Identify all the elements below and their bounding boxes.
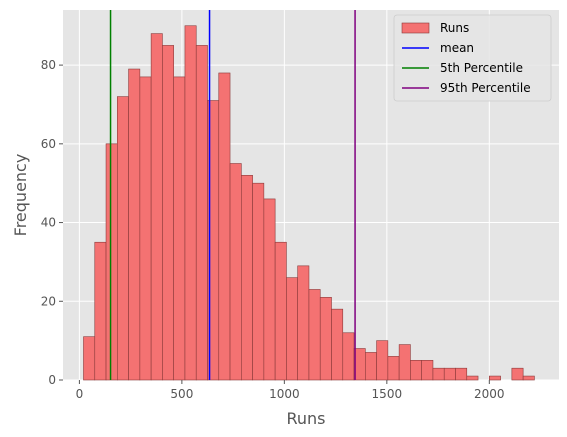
y-tick-label: 80 (41, 58, 56, 72)
histogram-bar (365, 352, 377, 381)
legend-swatch (401, 22, 430, 34)
histogram-bar (117, 96, 129, 381)
histogram-bar (229, 163, 242, 381)
histogram-bar (319, 297, 332, 381)
histogram-bar (421, 360, 434, 381)
histogram-bar (443, 367, 456, 381)
histogram-bar (128, 68, 141, 381)
legend-label: 95th Percentile (440, 81, 531, 95)
histogram-bar (511, 367, 524, 381)
histogram-bar (398, 344, 411, 381)
histogram-bar (94, 241, 107, 381)
histogram-bar (184, 25, 197, 381)
histogram-bar (241, 175, 253, 381)
histogram-bar (218, 72, 231, 381)
histogram-bars (83, 25, 535, 381)
histogram-bar (263, 198, 276, 381)
y-tick-label: 40 (41, 216, 56, 230)
x-tick-label: 2000 (474, 387, 505, 401)
legend-label: 5th Percentile (440, 61, 523, 75)
histogram-bar (466, 375, 479, 381)
histogram-bar (105, 143, 118, 381)
y-tick-label: 60 (41, 137, 56, 151)
legend: Runs mean 5th Percentile 95th Percentile (393, 14, 552, 102)
x-tick-label: 500 (170, 387, 193, 401)
histogram-bar (331, 308, 344, 381)
x-tick-label: 0 (76, 387, 84, 401)
histogram-bar (387, 356, 400, 381)
x-axis-title: Runs (286, 409, 325, 428)
histogram-bar (139, 76, 152, 381)
y-tick-label: 20 (41, 294, 56, 308)
histogram-bar (308, 289, 321, 381)
histogram-bar (489, 375, 501, 381)
histogram-bar (286, 277, 298, 381)
y-tick-label: 0 (48, 373, 56, 387)
histogram-bar (274, 241, 287, 381)
reference-lines (109, 10, 356, 380)
histogram-bar (297, 265, 310, 381)
legend-label: Runs (440, 21, 469, 35)
histogram-bar (252, 182, 265, 381)
histogram-bar (376, 340, 389, 381)
x-axis-ticks: 0 500 1000 1500 2000 (76, 380, 505, 401)
histogram-bar (522, 375, 535, 381)
histogram-bar (342, 332, 355, 381)
histogram-bar (173, 76, 186, 381)
histogram-bar (162, 45, 174, 381)
y-axis-ticks: 0 20 40 60 80 (41, 58, 63, 387)
legend-box (393, 14, 552, 102)
histogram-bar (195, 45, 208, 381)
histogram-bar (83, 336, 96, 381)
histogram-bar (410, 360, 422, 381)
x-tick-label: 1000 (269, 387, 300, 401)
histogram-bar (432, 367, 445, 381)
histogram-bar (455, 367, 468, 381)
y-axis-title: Frequency (11, 154, 30, 237)
x-tick-label: 1500 (372, 387, 403, 401)
histogram-bar (150, 33, 163, 381)
legend-label: mean (440, 41, 474, 55)
